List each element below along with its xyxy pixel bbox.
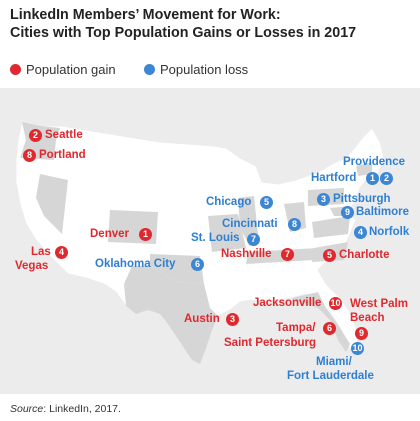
seattle-rank-badge: 2 — [29, 129, 42, 142]
denver-rank-badge: 1 — [139, 228, 152, 241]
chicago-rank-badge: 5 — [260, 196, 273, 209]
legend-loss-label: Population loss — [160, 62, 249, 77]
hartford-rank-badge: 1 — [366, 172, 379, 185]
baltimore-label: Baltimore — [356, 206, 410, 218]
portland-label: Portland — [39, 149, 86, 161]
nashville-label: Nashville — [221, 248, 272, 260]
tampa-label-1: Tampa/ — [276, 322, 316, 334]
pittsburgh-label: Pittsburgh — [333, 193, 391, 205]
us-map-svg — [15, 121, 385, 365]
las-vegas-label-2: Vegas — [15, 260, 49, 272]
state-missouri — [208, 214, 246, 252]
nashville-rank-badge: 7 — [281, 248, 294, 261]
charlotte-label: Charlotte — [339, 249, 390, 261]
gain-dot-icon — [10, 64, 21, 75]
state-virginia — [312, 216, 350, 238]
jacksonville-label: Jacksonville — [253, 297, 322, 309]
miami-label-2: Fort Lauderdale — [287, 370, 374, 382]
title-line-1: LinkedIn Members’ Movement for Work: — [10, 7, 281, 23]
tampa-rank-badge: 6 — [323, 322, 336, 335]
west-palm-rank-badge: 9 — [355, 327, 368, 340]
jacksonville-rank-badge: 10 — [329, 297, 342, 310]
norfolk-rank-badge: 4 — [354, 226, 367, 239]
miami-label-1: Miami/ — [316, 356, 352, 368]
austin-rank-badge: 3 — [226, 313, 239, 326]
map-title: LinkedIn Members’ Movement for Work: Cit… — [10, 6, 414, 42]
state-florida — [292, 292, 350, 352]
chicago-label: Chicago — [206, 196, 252, 208]
norfolk-label: Norfolk — [369, 226, 410, 238]
cincinnati-label: Cincinnati — [222, 218, 278, 230]
legend-loss: Population loss — [144, 62, 248, 77]
seattle-label: Seattle — [45, 129, 83, 141]
austin-label: Austin — [184, 313, 220, 325]
baltimore-rank-badge: 9 — [341, 206, 354, 219]
source-label: Source — [10, 403, 44, 415]
denver-label: Denver — [90, 228, 129, 240]
legend-gain: Population gain — [10, 62, 116, 77]
oklahoma-city-label: Oklahoma City — [95, 258, 176, 270]
source-note: Source: LinkedIn, 2017. — [10, 403, 121, 415]
las-vegas-label-1: Las — [31, 246, 51, 258]
source-text: : LinkedIn, 2017. — [43, 403, 121, 415]
st-louis-rank-badge: 7 — [247, 233, 260, 246]
cincinnati-rank-badge: 8 — [288, 218, 301, 231]
providence-label: Providence — [343, 156, 405, 168]
tampa-label-2: Saint Petersburg — [224, 337, 317, 349]
pittsburgh-rank-badge: 3 — [317, 193, 330, 206]
charlotte-rank-badge: 5 — [323, 249, 336, 262]
legend-gain-label: Population gain — [26, 62, 116, 77]
state-texas — [124, 266, 218, 364]
miami-rank-badge: 10 — [351, 342, 364, 355]
st-louis-label: St. Louis — [191, 232, 240, 244]
las-vegas-rank-badge: 4 — [55, 246, 68, 259]
providence-rank-badge: 2 — [380, 172, 393, 185]
title-line-2: Cities with Top Population Gains or Loss… — [10, 25, 357, 41]
us-map — [0, 88, 420, 394]
oklahoma-city-rank-badge: 6 — [191, 258, 204, 271]
hartford-label: Hartford — [311, 172, 357, 184]
state-oklahoma — [150, 254, 204, 284]
state-nevada — [36, 174, 68, 234]
loss-dot-icon — [144, 64, 155, 75]
us-outline — [15, 121, 385, 365]
portland-rank-badge: 8 — [23, 149, 36, 162]
west-palm-label-2: Beach — [350, 312, 385, 324]
west-palm-label-1: West Palm — [350, 298, 408, 310]
